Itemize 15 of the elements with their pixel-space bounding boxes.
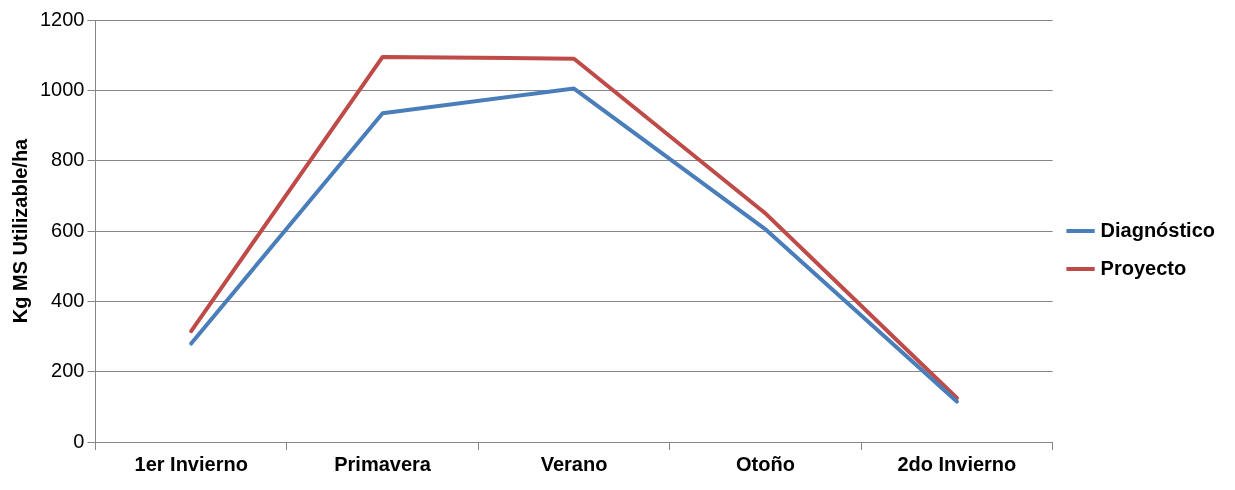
x-tick-label: Otoño bbox=[735, 452, 795, 475]
y-tick-label: 1000 bbox=[39, 77, 85, 100]
legend-label: Diagnóstico bbox=[1100, 218, 1215, 241]
y-axis-title: Kg MS Utilizable/ha bbox=[8, 137, 31, 324]
y-tick-label: 800 bbox=[51, 148, 85, 171]
y-tick-label: 1200 bbox=[39, 7, 85, 30]
y-tick-label: 400 bbox=[51, 288, 85, 311]
y-tick-label: 600 bbox=[51, 218, 85, 241]
y-tick-label: 0 bbox=[73, 429, 85, 452]
x-tick-label: 1er Invierno bbox=[134, 452, 248, 475]
x-tick-label: Verano bbox=[540, 452, 608, 475]
x-tick-label: Primavera bbox=[334, 452, 432, 475]
y-tick-label: 200 bbox=[51, 359, 85, 382]
x-tick-label: 2do Invierno bbox=[897, 452, 1017, 475]
legend-label: Proyecto bbox=[1100, 256, 1187, 279]
